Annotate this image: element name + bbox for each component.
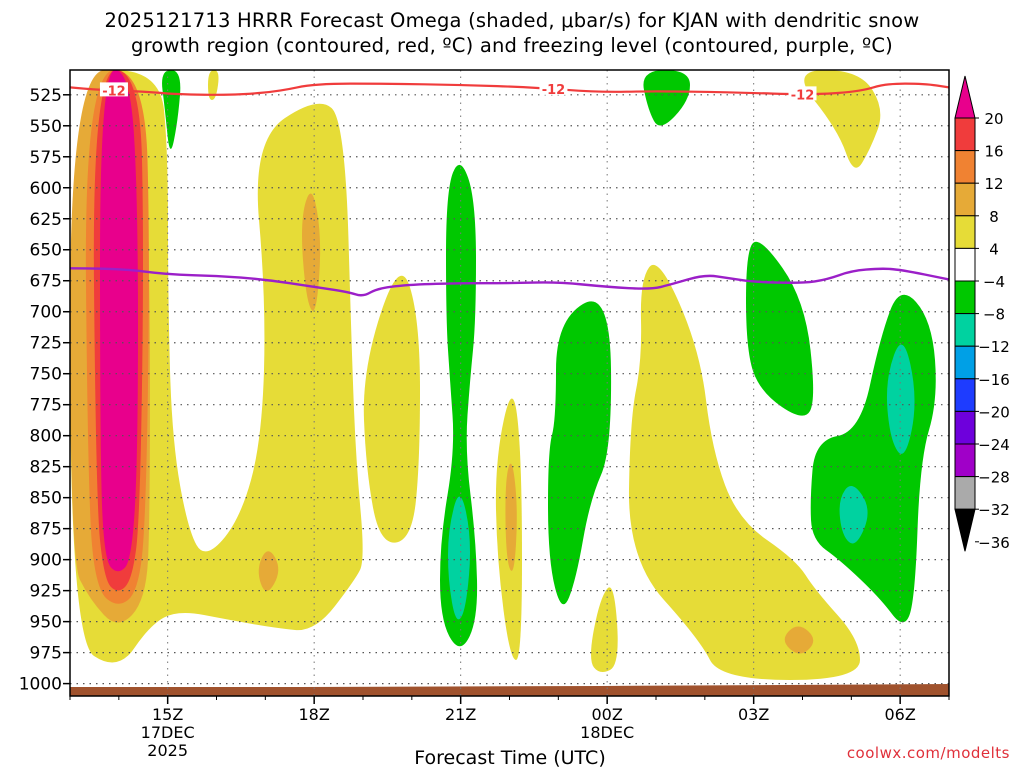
contour-label-0: -12	[102, 84, 126, 99]
colorbar-swatch-0	[954, 117, 976, 152]
y-tick-label-900: 900	[30, 551, 62, 571]
y-tick-label-550: 550	[30, 117, 62, 137]
x-tick-label-15Z: 15Z	[152, 705, 183, 724]
pos-region-top-a	[208, 70, 219, 100]
y-tick-label-825: 825	[30, 458, 62, 478]
y-tick-label-650: 650	[30, 241, 62, 261]
colorbar-swatch-5	[954, 280, 976, 315]
colorbar-label-10: −24	[978, 436, 1010, 454]
neg-region-top-b	[643, 70, 690, 126]
colorbar-top-arrow	[954, 75, 976, 119]
y-tick-label-850: 850	[30, 489, 62, 509]
colorbar-swatch-2	[954, 182, 976, 217]
dgz-contour-line	[70, 82, 949, 96]
colorbar-swatch-7	[954, 345, 976, 380]
colorbar-label-3: 8	[989, 208, 999, 226]
x-tick-label-03Z: 03Z	[738, 705, 769, 724]
y-tick-label-700: 700	[30, 303, 62, 323]
x-tick-label-18Z: 18Z	[299, 705, 330, 724]
x-tick-sublabel-17DEC: 17DEC	[141, 723, 195, 742]
colorbar-label-9: −20	[978, 403, 1010, 421]
x-axis-label: Forecast Time (UTC)	[414, 747, 605, 768]
y-tick-label-600: 600	[30, 179, 62, 199]
x-tick-label-06Z: 06Z	[885, 705, 916, 724]
ground	[70, 684, 949, 696]
n8-blob-a	[448, 496, 470, 620]
colorbar-swatch-3	[954, 215, 976, 249]
colorbar-label-6: −8	[983, 306, 1005, 324]
colorbar: 20 16 12 8 4 −4 −8 −12 −16 −20 −24 −28 −32 −36	[954, 75, 1010, 552]
y-tick-label-575: 575	[30, 148, 62, 168]
colorbar-label-2: 12	[984, 175, 1003, 193]
n8-blob-c	[839, 486, 868, 544]
omega-shading	[70, 70, 949, 696]
colorbar-swatch-4	[954, 247, 976, 282]
n8-blob-b	[886, 344, 915, 454]
contour-label-bg	[539, 80, 568, 95]
pos-region-mid-a	[363, 275, 420, 543]
y-tick-label-950: 950	[30, 613, 62, 633]
y-tick-label-975: 975	[30, 644, 62, 664]
p8-blob-a	[302, 193, 321, 311]
y-tick-label-525: 525	[30, 86, 62, 106]
colorbar-label-1: 16	[984, 143, 1003, 161]
title-line-2: growth region (contoured, red, ºC) and f…	[131, 34, 893, 57]
title-line-1: 2025121713 HRRR Forecast Omega (shaded, …	[104, 9, 920, 32]
contour-label-bg	[99, 82, 128, 97]
x-tick-sublabel-18DEC: 18DEC	[580, 723, 634, 742]
y-tick-label-675: 675	[30, 272, 62, 292]
colorbar-swatch-9	[954, 410, 976, 445]
colorbar-swatch-10	[954, 443, 976, 478]
colorbar-swatch-6	[954, 313, 976, 347]
freezing-level-line	[70, 267, 949, 297]
colorbar-label-13: −36	[978, 534, 1010, 552]
contour-label-2: -12	[791, 88, 815, 103]
pos-region-mid-c	[591, 587, 618, 672]
y-tick-label-775: 775	[30, 396, 62, 416]
neg-region-00z	[548, 301, 612, 605]
y-tick-label-875: 875	[30, 520, 62, 540]
y-axis: 525 550 575 600 625 650 675 700 725 750 775 800 825 8…	[19, 86, 70, 695]
y-tick-label-725: 725	[30, 334, 62, 354]
p8-blob-b	[258, 551, 279, 591]
colorbar-swatch-1	[954, 150, 976, 184]
colorbar-label-8: −16	[978, 371, 1010, 389]
y-tick-label-625: 625	[30, 210, 62, 230]
contour-label-1: -12	[542, 83, 566, 98]
y-tick-label-925: 925	[30, 582, 62, 602]
x-tick-label-00Z: 00Z	[592, 705, 623, 724]
colorbar-label-12: −32	[978, 501, 1010, 519]
p8-blob-c	[505, 463, 517, 571]
colorbar-label-4: 4	[989, 240, 999, 258]
contour-lines	[70, 82, 949, 297]
y-tick-label-1000: 1000	[19, 675, 62, 695]
source-credit: coolwx.com/modelts	[846, 744, 1010, 762]
contour-label-bg	[788, 86, 817, 101]
colorbar-swatch-8	[954, 378, 976, 412]
x-tick-label-21Z: 21Z	[445, 705, 476, 724]
neg-region-top-a	[162, 70, 181, 149]
x-tick-sublabel-2025: 2025	[147, 741, 188, 760]
pos-region-right	[628, 264, 860, 680]
colorbar-label-5: −4	[983, 273, 1005, 291]
colorbar-bottom-arrow	[954, 508, 976, 552]
y-tick-label-750: 750	[30, 365, 62, 385]
y-tick-label-800: 800	[30, 427, 62, 447]
chart-title: 2025121713 HRRR Forecast Omega (shaded, …	[0, 8, 1024, 58]
colorbar-label-0: 20	[984, 110, 1003, 128]
contour-labels: -12 -12 -12	[99, 80, 817, 103]
colorbar-label-11: −28	[978, 469, 1010, 487]
p8-blob-d	[784, 626, 814, 654]
p20-core	[100, 70, 138, 572]
neg-region-03z	[746, 241, 814, 416]
colorbar-swatch-11	[954, 476, 976, 510]
colorbar-label-7: −12	[978, 338, 1010, 356]
grid-lines	[70, 70, 949, 696]
